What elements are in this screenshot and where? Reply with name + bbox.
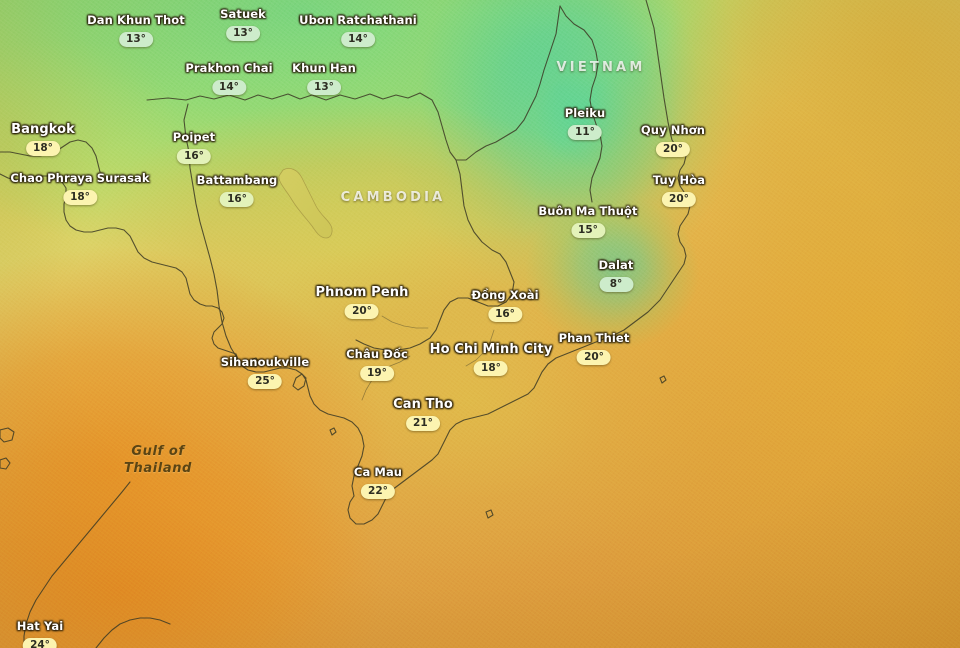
city-name-label: Quy Nhơn	[640, 123, 706, 137]
temperature-badge[interactable]: 19°	[359, 366, 394, 381]
city-name-label: Can Tho	[393, 397, 453, 412]
temperature-badge[interactable]: 18°	[25, 141, 60, 156]
city-marker-bangkok[interactable]: Bangkok 18°	[11, 123, 75, 156]
country-label-cambodia: CAMBODIA	[340, 190, 446, 205]
temperature-badge[interactable]: 13°	[306, 80, 341, 95]
island-small-a	[329, 427, 337, 436]
temperature-badge[interactable]: 15°	[570, 223, 605, 238]
city-name-label: Pleiku	[564, 106, 606, 120]
temperature-badge[interactable]: 20°	[345, 304, 379, 319]
temperature-badge[interactable]: 20°	[661, 192, 696, 207]
temperature-badge[interactable]: 18°	[473, 361, 508, 376]
city-name-label: Hat Yai	[16, 619, 64, 633]
border-thailand-cambodia	[146, 92, 421, 101]
temperature-badge[interactable]: 14°	[341, 32, 375, 47]
border-vietnam-cambodia	[355, 159, 515, 351]
city-name-label: Khun Han	[292, 61, 356, 75]
island-small-b	[659, 375, 667, 384]
temperature-badge[interactable]: 16°	[488, 307, 522, 322]
city-name-label: Đồng Xoài	[471, 288, 539, 302]
coastline-malay-peninsula	[23, 481, 131, 648]
city-marker-quy-nhon[interactable]: Quy Nhơn 20°	[641, 124, 705, 157]
border-laos-vietnam-north	[559, 5, 603, 203]
city-marker-tuy-hoa[interactable]: Tuy Hòa 20°	[653, 174, 705, 207]
city-name-label: Bangkok	[11, 122, 75, 137]
temperature-badge[interactable]: 22°	[360, 484, 395, 499]
city-name-label: Buôn Ma Thuột	[538, 204, 638, 218]
river-saigon	[465, 329, 495, 367]
island-koh-rong	[249, 357, 260, 368]
city-marker-poipet[interactable]: Poipet 16°	[173, 131, 215, 164]
temperature-badge[interactable]: 20°	[577, 350, 611, 365]
temperature-badge[interactable]: 8°	[598, 277, 633, 292]
coastline-peninsula-east	[95, 617, 171, 648]
temperature-badge[interactable]: 13°	[118, 32, 153, 47]
city-name-label: Satuek	[220, 7, 266, 21]
temperature-badge[interactable]: 24°	[23, 638, 57, 648]
island-small-d	[0, 427, 15, 443]
city-name-label: Chao Phraya Surasak	[10, 171, 150, 185]
island-phu-quoc	[292, 373, 307, 391]
city-name-label: Dalat	[598, 258, 634, 272]
coastline-cambodia-south	[205, 305, 237, 355]
city-name-label: Phan Thiet	[558, 331, 630, 345]
city-marker-chau-oc[interactable]: Châu Đốc 19°	[346, 348, 408, 381]
country-label-vietnam: VIETNAM	[556, 60, 646, 75]
island-small-c	[485, 509, 494, 519]
tonle-sap-lake	[278, 168, 333, 239]
city-marker-buon-ma-thuot[interactable]: Buôn Ma Thuột 15°	[538, 205, 637, 238]
city-marker-ong-xoai[interactable]: Đồng Xoài 16°	[471, 288, 539, 322]
temperature-badge[interactable]: 16°	[220, 192, 254, 207]
temperature-badge[interactable]: 18°	[63, 190, 97, 205]
city-marker-khun-han[interactable]: Khun Han 13°	[292, 62, 356, 95]
city-marker-hat-yai[interactable]: Hat Yai 24°	[17, 620, 64, 648]
city-marker-ca-mau[interactable]: Ca Mau 22°	[354, 466, 402, 499]
temperature-badge[interactable]: 16°	[177, 149, 211, 164]
city-name-label: Tuy Hòa	[652, 173, 706, 187]
coastline-vietnam-east	[347, 0, 691, 525]
city-marker-prakhon-chai[interactable]: Prakhon Chai 14°	[185, 61, 273, 95]
city-name-label: Prakhon Chai	[185, 61, 273, 75]
temperature-badge[interactable]: 21°	[405, 416, 440, 431]
border-cambodia-northeast	[419, 5, 561, 161]
temperature-badge[interactable]: 14°	[211, 80, 246, 95]
temperature-badge[interactable]: 20°	[655, 142, 690, 157]
city-marker-chao-phraya-surasak[interactable]: Chao Phraya Surasak 18°	[10, 171, 150, 205]
temperature-badge[interactable]: 11°	[567, 125, 602, 140]
city-name-label: Phnom Penh	[315, 285, 409, 300]
city-name-label: Ubon Ratchathani	[299, 13, 417, 27]
city-marker-phnom-penh[interactable]: Phnom Penh 20°	[316, 286, 409, 319]
city-marker-phan-thiet[interactable]: Phan Thiet 20°	[559, 332, 630, 365]
temperature-badge[interactable]: 25°	[248, 374, 282, 389]
city-marker-ho-chi-minh-city[interactable]: Ho Chi Minh City 18°	[430, 343, 553, 376]
city-marker-dalat[interactable]: Dalat 8°	[598, 259, 633, 292]
city-marker-ubon-ratchathani[interactable]: Ubon Ratchathani 14°	[299, 14, 417, 47]
city-name-label: Sihanoukville	[220, 355, 310, 369]
city-name-label: Dan Khun Thot	[87, 13, 185, 27]
city-marker-satuek[interactable]: Satuek 13°	[220, 8, 266, 41]
city-marker-battambang[interactable]: Battambang 16°	[197, 174, 278, 207]
city-marker-sihanoukville[interactable]: Sihanoukville 25°	[221, 356, 310, 389]
coastline-thailand-upper	[0, 139, 101, 173]
river-upper	[381, 315, 429, 329]
coastline-mekong-west	[235, 353, 365, 497]
city-marker-dan-khun-thot[interactable]: Dan Khun Thot 13°	[87, 14, 185, 47]
city-name-label: Châu Đốc	[346, 347, 408, 361]
city-marker-can-tho[interactable]: Can Tho 21°	[393, 398, 453, 431]
city-name-label: Ca Mau	[353, 465, 403, 479]
city-marker-pleiku[interactable]: Pleiku 11°	[565, 107, 606, 140]
city-name-label: Battambang	[196, 173, 278, 187]
coastline-thailand-gulf	[0, 173, 207, 307]
sea-label-gulf-of-thailand: Gulf of Thailand	[124, 444, 192, 476]
city-name-label: Ho Chi Minh City	[429, 342, 553, 357]
temperature-badge[interactable]: 13°	[226, 26, 260, 41]
city-name-label: Poipet	[172, 130, 216, 144]
island-small-e	[0, 457, 11, 470]
border-cambodia-west	[183, 103, 237, 357]
